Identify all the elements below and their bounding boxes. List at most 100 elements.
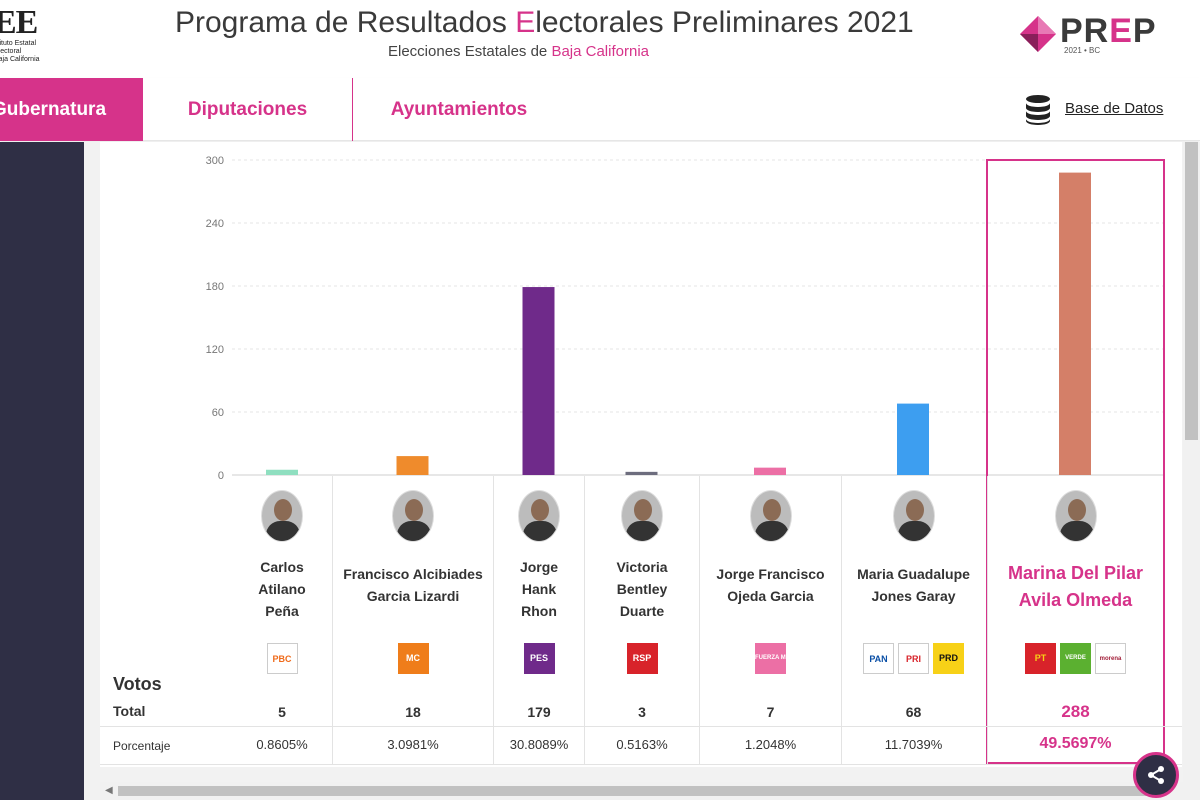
vote-total: 5 xyxy=(278,704,286,720)
vote-total: 68 xyxy=(905,704,922,720)
row-divider xyxy=(100,726,1182,727)
database-icon[interactable] xyxy=(1024,94,1052,126)
share-button[interactable] xyxy=(1133,752,1179,798)
vote-percentage: 11.7039% xyxy=(884,737,943,752)
candidate-column[interactable]: Jorge Hank Rhon PES 179 30.8089% xyxy=(493,476,584,765)
y-tick-label: 60 xyxy=(212,407,224,419)
candidate-column[interactable]: Maria Guadalupe Jones Garay PAN PRI PRD 68 11.… xyxy=(841,476,985,765)
vote-percentage: 0.5163% xyxy=(616,737,668,752)
movimiento-ciudadano-logo: MC xyxy=(397,643,429,674)
vote-total: 18 xyxy=(405,704,421,720)
bar[interactable] xyxy=(396,456,429,475)
avatar-head xyxy=(274,499,292,521)
candidate-name: Francisco Alcibiades Garcia Lizardi xyxy=(333,563,493,607)
pes-logo: PES xyxy=(523,643,555,674)
bar[interactable] xyxy=(754,467,786,475)
party-logos: PAN PRI PRD xyxy=(842,643,985,674)
candidate-name-line: Garcia Lizardi xyxy=(366,588,460,604)
candidate-name-line: Hank xyxy=(521,581,557,597)
y-tick-label: 120 xyxy=(206,344,224,356)
pan-logo: PAN xyxy=(863,643,894,674)
candidate-column[interactable]: Jorge Francisco Ojeda Garcia FUERZA MÉXICO… xyxy=(699,476,841,765)
bar[interactable] xyxy=(1059,172,1091,475)
candidate-name-line: Peña xyxy=(265,603,299,619)
candidate-column[interactable]: Marina Del Pilar Avila Olmeda PT VERDE moren… xyxy=(987,476,1163,765)
y-tick-label: 300 xyxy=(206,155,224,167)
vote-total: 7 xyxy=(766,704,775,720)
fuerza-mexico-logo: FUERZA MÉXICO xyxy=(755,643,786,674)
pt-logo: PT xyxy=(1025,643,1056,674)
avatar-head xyxy=(1067,499,1086,521)
vote-total: 288 xyxy=(1061,702,1090,721)
candidate-photo xyxy=(1054,490,1097,542)
vote-percentage: 0.8605% xyxy=(256,737,308,752)
bar[interactable] xyxy=(266,469,298,475)
candidate-column[interactable]: Francisco Alcibiades Garcia Lizardi MC 18 3.… xyxy=(332,476,493,765)
morena-logo: morena xyxy=(1095,643,1126,674)
party-logos: PBC xyxy=(232,643,332,674)
ieebc-logo[interactable]: EE stituto Estatal Electoral Baja Califo… xyxy=(0,6,54,64)
party-logos: MC xyxy=(333,643,493,674)
tab-gubernatura[interactable]: Gubernatura xyxy=(0,78,143,141)
avatar-body xyxy=(1059,521,1094,541)
candidate-name-line: Bentley xyxy=(616,581,668,597)
vote-total: 179 xyxy=(527,704,551,720)
prep-logo[interactable]: PREP 2021 • BC xyxy=(1018,10,1168,60)
horizontal-scroll-thumb[interactable] xyxy=(118,786,1158,796)
header: E E stituto Estatal Electoral Baja Califo… xyxy=(0,0,1200,78)
candidate-name-line: Jorge Francisco xyxy=(716,566,825,582)
candidate-name-line: Duarte xyxy=(619,603,665,619)
candidate-name: Maria Guadalupe Jones Garay xyxy=(842,563,985,607)
bar[interactable] xyxy=(522,287,555,475)
prd-logo: PRD xyxy=(933,643,964,674)
page-subtitle: Elecciones Estatales de Baja California xyxy=(388,43,649,60)
avatar-body xyxy=(397,521,431,541)
title-accent: E xyxy=(515,6,536,39)
candidate-name-line: Maria Guadalupe xyxy=(857,566,970,582)
sidebar xyxy=(0,142,84,800)
candidate-name: Jorge Hank Rhon xyxy=(494,556,584,622)
candidate-photo xyxy=(749,490,792,542)
prep-letters-2: P xyxy=(1132,12,1157,50)
title-part-1: Programa de Resultados xyxy=(175,6,516,39)
y-tick-label: 240 xyxy=(206,218,224,230)
avatar-body xyxy=(897,521,932,541)
candidate-name-line: Francisco Alcibiades xyxy=(343,566,483,582)
prep-diamond-icon xyxy=(1020,16,1056,52)
candidate-photo xyxy=(392,490,434,542)
candidate-name-line: Marina Del Pilar xyxy=(1007,563,1144,583)
tab-ayuntamientos[interactable]: Ayuntamientos xyxy=(390,99,528,120)
candidate-name-line: Atilano xyxy=(258,581,306,597)
candidate-name-line: Ojeda Garcia xyxy=(727,588,814,604)
logo-text-1: stituto Estatal Electoral xyxy=(0,40,37,55)
percent-row-label: Porcentaje xyxy=(113,739,171,753)
candidate-name-line: Jones Garay xyxy=(871,588,956,604)
candidate-name: Victoria Bentley Duarte xyxy=(585,556,699,622)
candidate-column[interactable]: Victoria Bentley Duarte RSP 3 0.5163% xyxy=(584,476,699,765)
subtitle-accent: Baja California xyxy=(551,43,649,60)
candidate-name: Jorge Francisco Ojeda Garcia xyxy=(700,563,841,607)
vertical-scrollbar[interactable] xyxy=(1183,142,1200,800)
database-link[interactable]: Base de Datos xyxy=(1065,100,1164,117)
tab-diputaciones[interactable]: Diputaciones xyxy=(143,78,353,141)
prep-letters-1: PR xyxy=(1060,12,1110,50)
bar[interactable] xyxy=(625,471,658,475)
vote-percentage: 1.2048% xyxy=(744,737,797,752)
bar[interactable] xyxy=(897,403,929,475)
candidate-column[interactable]: Carlos Atilano Peña PBC 5 0.8605% xyxy=(232,476,332,765)
vertical-scroll-thumb[interactable] xyxy=(1185,142,1198,440)
avatar-body xyxy=(754,521,789,541)
horizontal-scrollbar[interactable]: ◀ xyxy=(100,782,1183,800)
avatar-body xyxy=(523,521,557,541)
verde-logo: VERDE xyxy=(1060,643,1091,674)
scroll-left-icon[interactable]: ◀ xyxy=(105,785,113,796)
candidate-photo xyxy=(621,490,663,542)
prep-letter-e: E xyxy=(1109,12,1133,50)
party-logos: FUERZA MÉXICO xyxy=(700,643,841,674)
vote-total: 3 xyxy=(638,704,646,720)
avatar-body xyxy=(626,521,660,541)
page-title: Programa de Resultados Electorales Preli… xyxy=(175,6,914,40)
candidate-name-line: Jorge xyxy=(519,559,559,575)
share-icon xyxy=(1148,766,1164,784)
